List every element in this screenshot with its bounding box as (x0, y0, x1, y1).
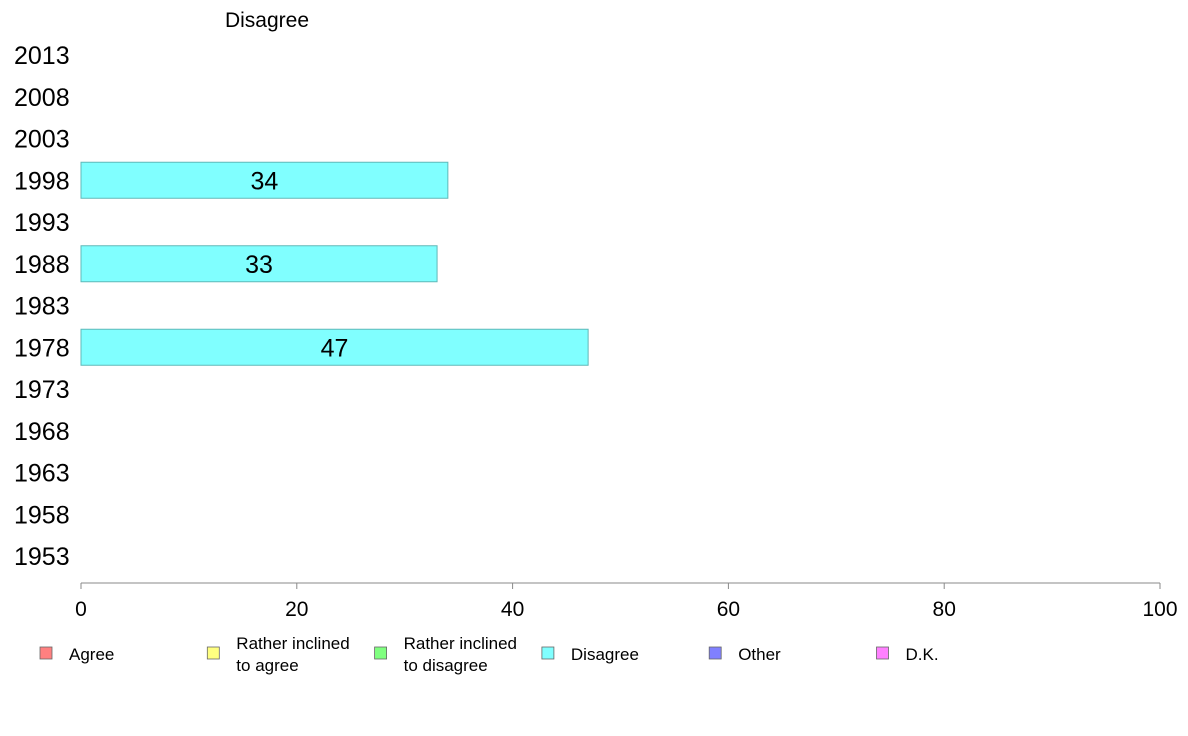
bars: 34 33 47 (80, 161, 589, 366)
category-label: 1993 (14, 209, 70, 237)
chart-title: Disagree (225, 9, 309, 32)
x-tick-label: 100 (1142, 598, 1177, 621)
legend-label-line: to agree (236, 656, 298, 675)
legend-label: Disagree (571, 645, 639, 664)
bar-value-label: 34 (251, 167, 279, 195)
legend-label: Rather inclined to disagree (404, 634, 517, 675)
category-label: 1968 (14, 418, 70, 446)
legend-label: Agree (69, 645, 114, 664)
category-labels: 2013 2008 2003 1998 1993 1988 1983 1978 1973 1968… (14, 42, 70, 571)
x-tick-label: 40 (501, 598, 524, 621)
legend-label-line: Rather inclined (236, 634, 349, 653)
category-label: 1983 (14, 293, 70, 321)
x-tick-label: 20 (285, 598, 308, 621)
x-tick-label: 0 (75, 598, 87, 621)
legend-swatch (541, 646, 555, 660)
x-tick-label: 60 (717, 598, 740, 621)
x-tick-label: 80 (933, 598, 956, 621)
bar-value-label: 33 (245, 251, 273, 279)
legend-swatch (876, 646, 889, 660)
legend-swatch (39, 646, 53, 660)
bar (80, 245, 438, 283)
category-label: 1978 (14, 334, 70, 362)
bar-value-label: 47 (321, 334, 349, 362)
category-label: 1958 (14, 501, 70, 529)
category-label: 1963 (14, 460, 70, 488)
legend-label: D.K. (906, 645, 939, 664)
legend-label-line: to disagree (404, 656, 488, 675)
category-label: 1973 (14, 376, 70, 404)
category-label: 1953 (14, 543, 70, 571)
legend-label-line: Rather inclined (404, 634, 517, 653)
legend-label: Other (738, 645, 781, 664)
category-label: 2013 (14, 42, 70, 70)
category-label: 1998 (14, 167, 70, 195)
category-label: 2003 (14, 126, 70, 154)
legend-swatch (206, 646, 220, 660)
legend-swatch (708, 646, 722, 660)
x-axis: 0 20 40 60 80 100 (75, 582, 1178, 621)
category-label: 2008 (14, 84, 70, 112)
bar (80, 328, 589, 366)
legend-label: Rather inclined to agree (236, 634, 349, 675)
legend-swatch (374, 646, 388, 660)
category-label: 1988 (14, 251, 70, 279)
bar (80, 161, 449, 199)
